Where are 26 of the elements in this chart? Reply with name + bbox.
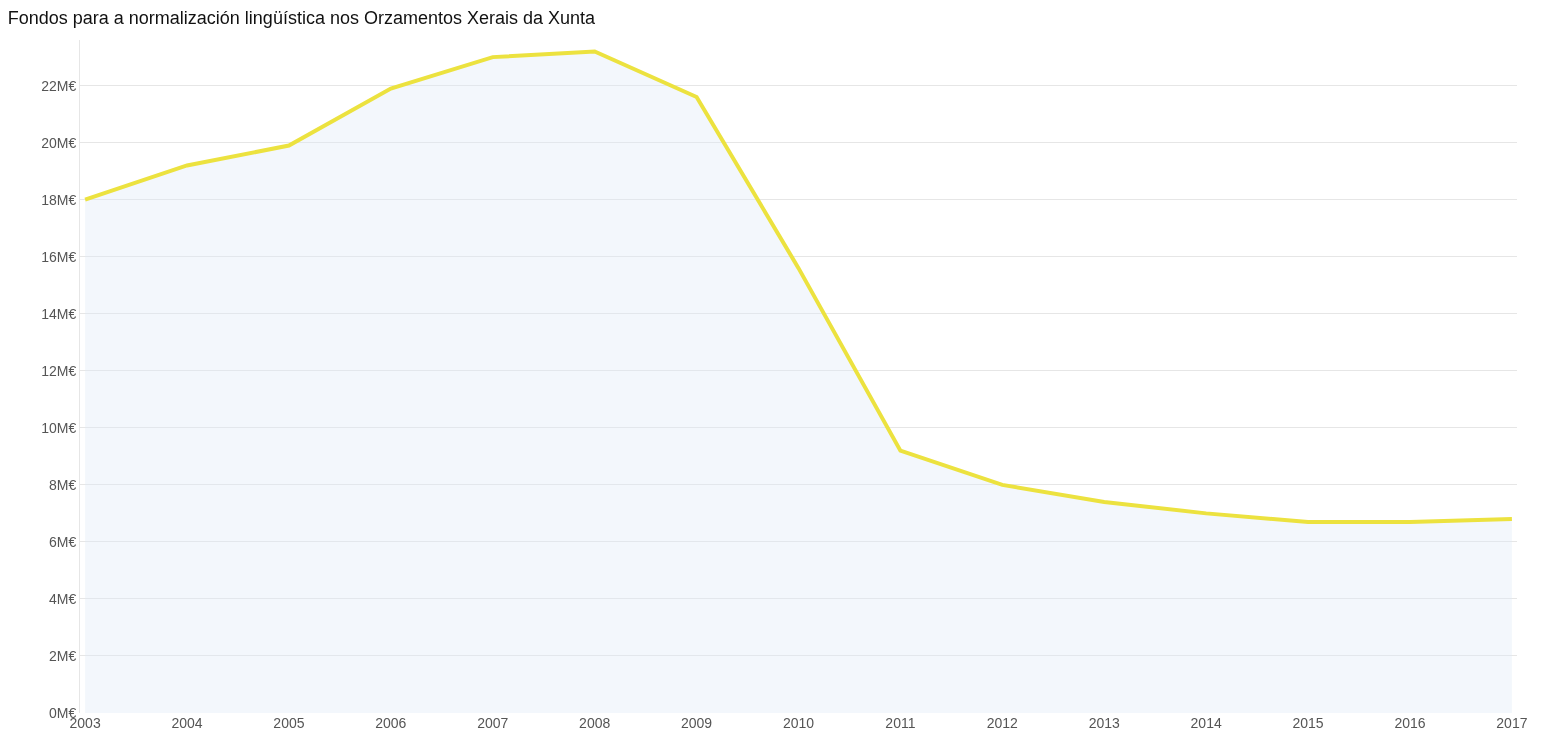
y-tick-label: 6M€ [48,533,77,550]
x-tick-label: 2016 [1394,715,1426,731]
y-tick-label: 10M€ [41,419,77,436]
y-tick-label: 12M€ [41,362,77,379]
x-tick-label: 2011 [885,715,916,731]
x-tick-label: 2004 [171,715,203,731]
y-tick-label: 16M€ [41,248,77,265]
y-tick-label: 14M€ [41,305,77,322]
y-tick-label: 2M€ [48,647,77,664]
x-tick-label: 2009 [681,715,713,731]
x-tick-label: 2017 [1496,715,1528,731]
x-tick-label: 2013 [1088,715,1121,731]
x-tick-label: 2010 [782,715,815,731]
x-tick-label: 2014 [1190,715,1222,731]
y-tick-label: 8M€ [48,476,77,493]
y-tick-label: 20M€ [41,134,77,151]
x-tick-label: 2015 [1292,715,1324,731]
x-tick-label: 2007 [477,715,509,731]
x-tick-label: 2005 [273,715,305,731]
x-tick-label: 2006 [375,715,407,731]
y-tick-label: 22M€ [41,77,77,94]
y-tick-label: 4M€ [48,590,77,607]
x-tick-label: 2008 [579,715,611,731]
chart-title: Fondos para a normalización lingüística nos Orzamentos Xerais da Xunta [7,7,597,28]
y-tick-label: 18M€ [41,191,77,208]
x-tick-label: 2012 [986,715,1019,731]
